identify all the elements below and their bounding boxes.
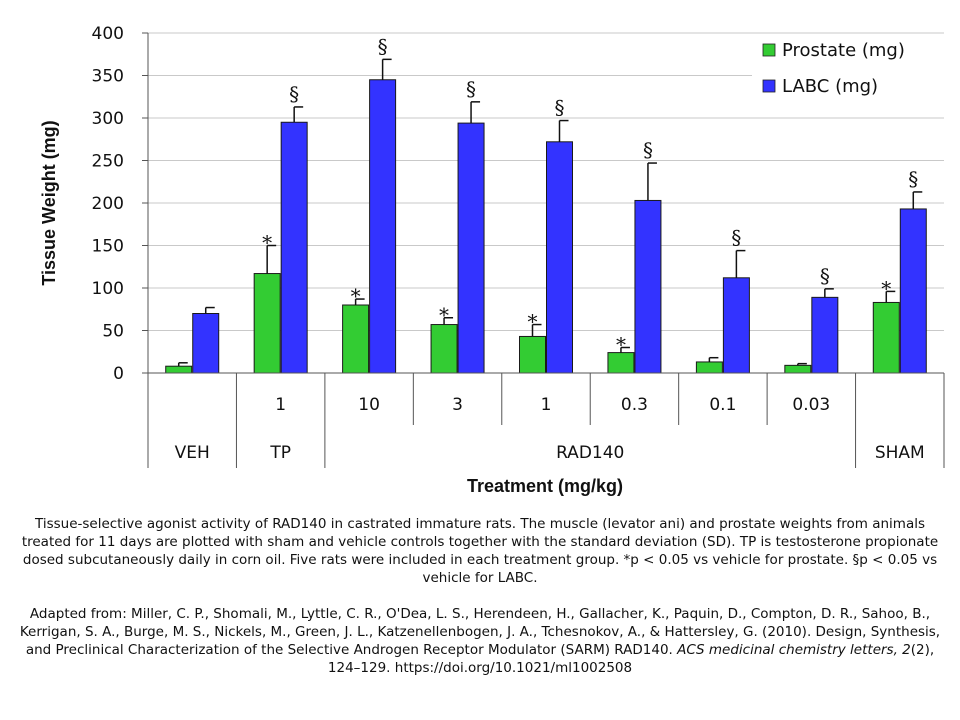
bar	[519, 335, 546, 374]
y-tick-label: 100	[92, 279, 124, 299]
significance-mark: *	[616, 333, 626, 357]
bar	[369, 79, 397, 374]
dose-label: 10	[358, 395, 380, 415]
y-tick-label: 350	[92, 67, 124, 87]
significance-mark: *	[439, 303, 449, 327]
significance-mark: *	[351, 284, 361, 308]
bar	[899, 208, 927, 374]
significance-mark: §	[555, 96, 565, 120]
dose-label: 3	[452, 395, 463, 415]
y-axis-title: Tissue Weight (mg)	[39, 120, 59, 285]
group-label: RAD140	[556, 443, 624, 463]
dose-label: 0.03	[792, 395, 830, 415]
x-axis-title: Treatment (mg/kg)	[467, 476, 623, 496]
legend: Prostate (mg) LABC (mg)	[752, 34, 945, 102]
bar	[280, 121, 308, 374]
y-tick-label: 150	[92, 237, 124, 257]
group-label: VEH	[175, 443, 210, 463]
dose-label: 0.3	[621, 395, 648, 415]
dose-label: 1	[275, 395, 286, 415]
significance-mark: *	[528, 310, 538, 334]
bar	[430, 324, 458, 374]
reference-issue-doi: (2), 124–129. https://doi.org/10.1021/ml…	[327, 642, 935, 676]
bar	[457, 122, 485, 374]
significance-mark: §	[908, 167, 918, 191]
significance-mark: *	[881, 276, 891, 300]
legend-swatch-prostate	[762, 43, 776, 57]
significance-mark: §	[731, 226, 741, 250]
category-labels: 1 10 3 1 0.3 0.1 0.03 VEH TP RAD140 SHAM	[175, 395, 925, 463]
y-tick-label: 400	[92, 24, 124, 44]
bar	[722, 277, 750, 374]
y-tick-label: 200	[92, 194, 124, 214]
legend-label-labc: LABC (mg)	[782, 76, 878, 97]
group-label: SHAM	[875, 443, 925, 463]
dose-label: 0.1	[709, 395, 736, 415]
y-tick-label: 0	[113, 364, 124, 384]
bar	[546, 141, 573, 374]
bar	[695, 361, 723, 374]
significance-mark: §	[378, 34, 388, 58]
bar	[784, 364, 812, 374]
legend-label-prostate: Prostate (mg)	[782, 40, 905, 61]
legend-box	[752, 34, 945, 102]
figure-caption: Tissue-selective agonist activity of RAD…	[21, 516, 939, 586]
bar	[253, 273, 281, 374]
significance-mark: §	[820, 264, 830, 288]
y-tick-label: 300	[92, 109, 124, 129]
bar-chart: *** ***§§§§§§§§ 050100150200250300350400 …	[39, 24, 945, 496]
bar	[872, 301, 900, 374]
significance-mark: *	[262, 231, 272, 255]
figure-reference: Adapted from: Miller, C. P., Shomali, M.…	[10, 605, 950, 677]
y-tick-label: 250	[92, 152, 124, 172]
legend-swatch-labc	[762, 79, 776, 93]
significance-mark: §	[289, 82, 299, 106]
significance-mark: §	[466, 77, 476, 101]
bar	[165, 365, 193, 374]
reference-journal: ACS medicinal chemistry letters, 2	[677, 642, 911, 658]
significance-mark: §	[643, 138, 653, 162]
axes: 0 50 100 150 200 250 300 350 400	[92, 24, 945, 468]
dose-label: 1	[541, 395, 552, 415]
group-label: TP	[269, 443, 291, 463]
bar	[192, 313, 220, 374]
bar	[342, 304, 370, 374]
reference-authors-title: Adapted from: Miller, C. P., Shomali, M.…	[19, 606, 941, 658]
bar	[811, 296, 839, 374]
y-tick-label: 50	[102, 322, 124, 342]
bar	[634, 199, 662, 374]
bars: * * * * * * § § § § § § § §	[165, 34, 927, 374]
